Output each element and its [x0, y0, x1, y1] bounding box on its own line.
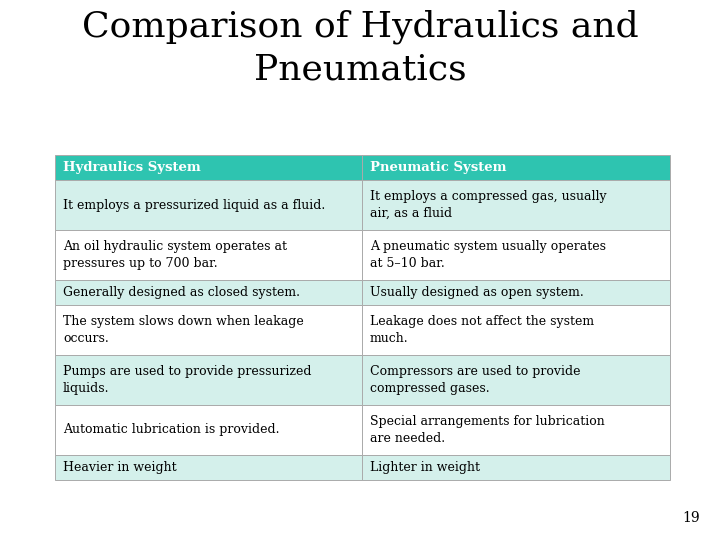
Bar: [362, 155, 670, 180]
Bar: [55, 305, 362, 355]
Bar: [362, 280, 670, 305]
Bar: [55, 155, 362, 180]
Text: Hydraulics System: Hydraulics System: [63, 161, 201, 174]
Bar: [55, 355, 362, 405]
Bar: [362, 355, 670, 405]
Text: Compressors are used to provide
compressed gases.: Compressors are used to provide compress…: [370, 365, 580, 395]
Text: Leakage does not affect the system
much.: Leakage does not affect the system much.: [370, 315, 594, 345]
Text: It employs a pressurized liquid as a fluid.: It employs a pressurized liquid as a flu…: [63, 199, 325, 212]
Text: It employs a compressed gas, usually
air, as a fluid: It employs a compressed gas, usually air…: [370, 190, 607, 220]
Bar: [362, 305, 670, 355]
Bar: [55, 280, 362, 305]
Text: A pneumatic system usually operates
at 5–10 bar.: A pneumatic system usually operates at 5…: [370, 240, 606, 270]
Bar: [362, 455, 670, 480]
Bar: [362, 180, 670, 230]
Bar: [55, 180, 362, 230]
Text: An oil hydraulic system operates at
pressures up to 700 bar.: An oil hydraulic system operates at pres…: [63, 240, 287, 270]
Text: Comparison of Hydraulics and
Pneumatics: Comparison of Hydraulics and Pneumatics: [81, 10, 639, 86]
Bar: [55, 405, 362, 455]
Text: 19: 19: [683, 511, 700, 525]
Bar: [362, 405, 670, 455]
Text: Special arrangements for lubrication
are needed.: Special arrangements for lubrication are…: [370, 415, 605, 445]
Text: Generally designed as closed system.: Generally designed as closed system.: [63, 286, 300, 299]
Text: Automatic lubrication is provided.: Automatic lubrication is provided.: [63, 423, 279, 436]
Text: Usually designed as open system.: Usually designed as open system.: [370, 286, 584, 299]
Bar: [55, 455, 362, 480]
Bar: [362, 230, 670, 280]
Text: Lighter in weight: Lighter in weight: [370, 461, 480, 474]
Text: Pneumatic System: Pneumatic System: [370, 161, 506, 174]
Text: The system slows down when leakage
occurs.: The system slows down when leakage occur…: [63, 315, 304, 345]
Bar: [55, 230, 362, 280]
Text: Heavier in weight: Heavier in weight: [63, 461, 176, 474]
Text: Pumps are used to provide pressurized
liquids.: Pumps are used to provide pressurized li…: [63, 365, 312, 395]
